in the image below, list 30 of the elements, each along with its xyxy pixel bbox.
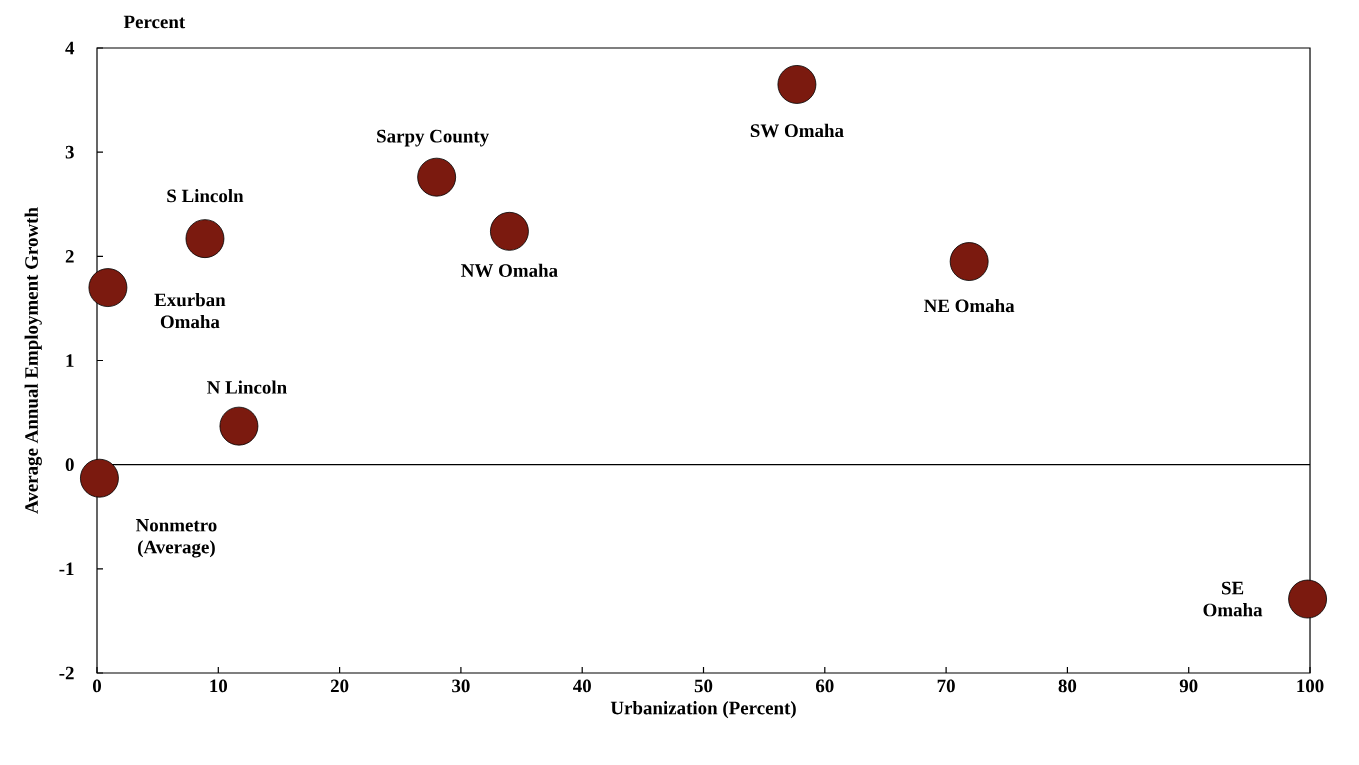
x-tick-label: 70 [937, 679, 955, 693]
y-tick-label: 2 [65, 250, 74, 263]
x-tick-label: 30 [452, 679, 470, 693]
annotation: NE Omaha [924, 298, 1015, 313]
annotation: Sarpy County [377, 129, 489, 147]
x-tick-label: 50 [694, 679, 713, 693]
y-tick-label: 3 [65, 145, 74, 159]
y-tick-label: -2 [59, 666, 74, 680]
x-tick-label: 20 [330, 679, 349, 693]
annotation: Nonmetro (Average) [135, 518, 217, 558]
y-tick-label: 4 [65, 41, 75, 55]
text: Percent [123, 15, 186, 29]
annotation: SW Omaha [750, 123, 844, 138]
y-tick-label: -1 [59, 562, 74, 576]
y-tick-label: 1 [66, 354, 74, 367]
x-axis-title: Urbanization (Percent) [610, 701, 796, 719]
x-tick-label: 60 [815, 679, 834, 693]
annotation: Exurban Omaha [154, 292, 226, 329]
annotation: S Lincoln [167, 188, 244, 203]
y-tick-label: 0 [65, 458, 74, 472]
annotation: SE Omaha [1203, 581, 1263, 617]
x-tick-label: 40 [573, 679, 591, 693]
annotation: N Lincoln [207, 380, 287, 394]
x-tick-label: 10 [210, 679, 228, 693]
x-tick-label: 0 [92, 679, 101, 693]
x-tick-label: 90 [1179, 679, 1198, 693]
x-tick-label: 80 [1058, 679, 1077, 693]
x-tick-label: 100 [1297, 679, 1324, 693]
annotation: NW Omaha [461, 263, 558, 278]
y-axis-title: Average Annual Employment Growth [24, 207, 42, 514]
